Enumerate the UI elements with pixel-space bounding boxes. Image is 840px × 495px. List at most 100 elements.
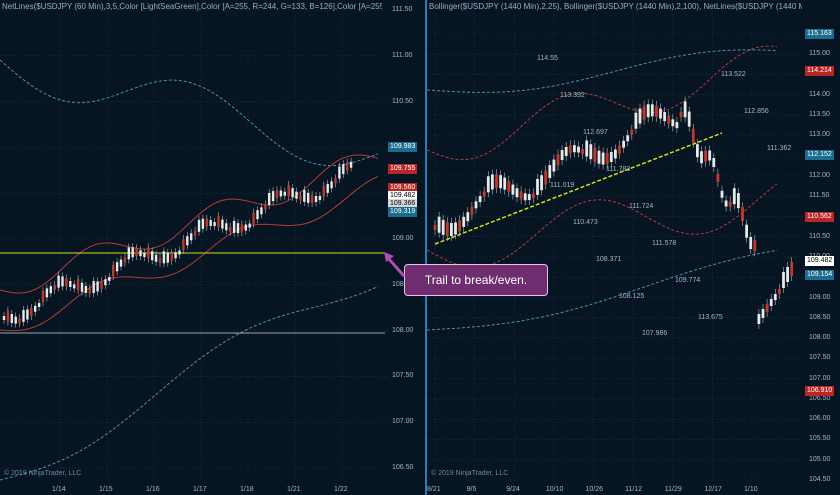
- candle-body: [732, 188, 736, 205]
- x-tick-label: 8/21: [427, 486, 441, 493]
- price-marker: 109.983: [388, 142, 418, 152]
- candle-body: [704, 150, 707, 162]
- candle-body: [104, 279, 107, 286]
- candle-body: [108, 276, 111, 281]
- x-tick-label: 10/10: [545, 486, 564, 493]
- candle-body: [437, 216, 441, 233]
- candle-body: [143, 253, 146, 258]
- candle-body: [162, 251, 166, 264]
- candle-body: [96, 281, 99, 292]
- left-chart-panel[interactable]: NetLines($USDJPY (60 Min),3,5,Color [Lig…: [0, 0, 425, 495]
- price-marker: 109.366: [388, 199, 418, 209]
- candle-body: [229, 226, 232, 232]
- candle-body: [256, 210, 259, 220]
- candle-body: [466, 212, 470, 222]
- candle-body: [433, 225, 437, 230]
- right-chart-panel[interactable]: 114.55 113.392 112.697 111.783 111.724 111.57…: [427, 0, 840, 495]
- candle-body: [213, 222, 216, 227]
- candle-body: [470, 206, 474, 215]
- price-marker: 115.163: [805, 29, 834, 39]
- candle-body: [88, 288, 91, 294]
- candle-body: [499, 175, 502, 189]
- candle-body: [22, 309, 25, 322]
- candle-body: [761, 309, 765, 318]
- right-chart-header: Bollinger($USDJPY (1440 Min),2,25), Boll…: [429, 2, 802, 11]
- candle-body: [753, 240, 757, 252]
- candle-body: [769, 299, 773, 306]
- candle-body: [349, 161, 353, 168]
- panel-divider[interactable]: [425, 0, 427, 495]
- candle-body: [197, 219, 201, 232]
- candle-body: [486, 176, 490, 193]
- price-annotation: 111.724: [629, 203, 653, 210]
- price-annotation: 111.019: [550, 182, 574, 189]
- candle-body: [76, 279, 80, 291]
- left-chart-canvas[interactable]: [0, 0, 425, 495]
- y-tick-label: 107.50: [392, 372, 414, 380]
- right-copyright: © 2019 NinjaTrader, LLC: [431, 470, 509, 477]
- candle-body: [135, 248, 138, 257]
- candle-body: [330, 181, 333, 189]
- candle-body: [540, 175, 543, 191]
- candle-body: [314, 195, 318, 202]
- y-tick-label: 113.00: [809, 131, 830, 139]
- candle-body: [57, 275, 60, 288]
- y-tick-label: 106.50: [392, 464, 414, 471]
- right-chart-canvas[interactable]: 114.55 113.392 112.697 111.783 111.724 111.57…: [427, 0, 840, 495]
- price-marker: 109.560: [388, 183, 418, 193]
- candle-body: [201, 218, 205, 229]
- candle-body: [69, 281, 72, 288]
- y-tick-label: 115.00: [809, 50, 830, 58]
- price-annotation: 113.392: [560, 92, 585, 99]
- candle-body: [240, 224, 244, 233]
- y-tick-label: 105.50: [809, 435, 831, 443]
- y-tick-label: 110.50: [809, 232, 830, 240]
- candle-body: [773, 294, 777, 300]
- x-tick-label: 1/10: [744, 486, 758, 493]
- candle-body: [232, 220, 236, 233]
- candle-body: [609, 152, 613, 163]
- candle-body: [322, 185, 325, 197]
- candle-body: [205, 218, 208, 227]
- y-tick-label: 108.50: [809, 313, 831, 321]
- x-tick-label: 9/5: [466, 486, 477, 493]
- callout-text: Trail to break/even.: [424, 273, 528, 287]
- candle-body: [6, 310, 10, 322]
- candle-body: [190, 233, 193, 241]
- candle-body: [100, 280, 103, 289]
- candle-body: [151, 251, 154, 261]
- candle-body: [790, 262, 794, 276]
- y-tick-label: 105.00: [809, 455, 831, 463]
- candle-body: [287, 185, 290, 197]
- candle-body: [458, 220, 461, 232]
- bollinger-upper-100: [427, 49, 778, 93]
- candle-body: [663, 112, 666, 122]
- candle-body: [536, 178, 539, 195]
- y-tick-label: 106.00: [809, 415, 831, 423]
- candle-body: [482, 191, 486, 197]
- candle-body: [14, 316, 17, 324]
- y-tick-label: 108.00: [392, 326, 414, 334]
- candle-body: [622, 140, 625, 148]
- candle-body: [778, 289, 781, 294]
- candle-body: [37, 303, 41, 308]
- candle-body: [338, 166, 341, 179]
- candle-body: [299, 195, 302, 201]
- candle-body: [683, 101, 687, 118]
- x-tick-label: 1/17: [193, 486, 207, 493]
- candle-body: [34, 305, 37, 312]
- candle-body: [268, 192, 271, 205]
- candle-body: [221, 219, 224, 229]
- candle-body: [700, 151, 703, 164]
- price-annotation: 112.856: [744, 108, 769, 115]
- price-marker: 109.482: [388, 191, 418, 201]
- candle-body: [581, 149, 584, 155]
- x-tick-label: 1/15: [99, 486, 113, 493]
- candle-body: [474, 201, 478, 209]
- candle-body: [708, 150, 712, 161]
- candle-body: [112, 265, 115, 277]
- candle-body: [147, 247, 150, 259]
- candle-body: [307, 192, 310, 203]
- candle-body: [618, 145, 621, 154]
- y-tick-label: 108.00: [809, 334, 831, 342]
